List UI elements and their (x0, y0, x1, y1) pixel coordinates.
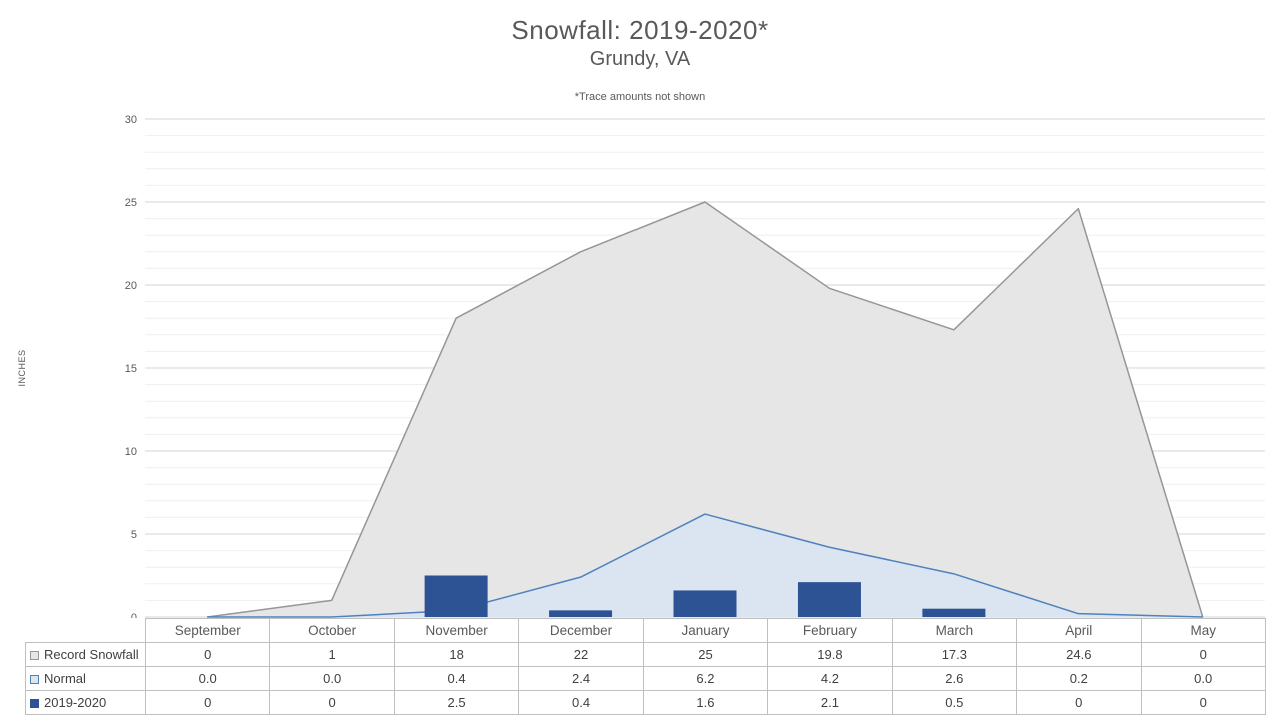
chart-subtitle: Grundy, VA (589, 48, 691, 70)
x-axis-label: September (144, 618, 271, 643)
table-cell: 2.4 (518, 666, 644, 691)
table-cell: 18 (393, 642, 520, 667)
bar-2019-2020 (922, 608, 986, 617)
y-axis-tick-label: 15 (125, 363, 137, 375)
y-axis-title: INCHES (17, 349, 27, 386)
y-axis-tick-label: 5 (131, 529, 137, 541)
y-axis-tick-label: 25 (125, 197, 137, 209)
table-cell: 0.0 (269, 666, 395, 691)
table-cell: 6.2 (642, 666, 769, 691)
table-cell: 22 (518, 642, 644, 667)
table-cell: 0.5 (891, 690, 1018, 715)
table-cell: 2.6 (891, 666, 1018, 691)
table-cell: 0 (144, 642, 271, 667)
chart-title: Snowfall: 2019-2020* (511, 15, 769, 45)
table-cell: 0 (1016, 690, 1142, 715)
legend-item-record-snowfall: Record Snowfall (25, 642, 146, 667)
chart-note: *Trace amounts not shown (574, 91, 706, 103)
series-name: Normal (44, 671, 86, 686)
x-axis-label: May (1140, 618, 1266, 643)
legend-swatch-2019-2020 (30, 699, 39, 708)
table-cell: 1.6 (642, 690, 769, 715)
table-cell: 4.2 (767, 666, 893, 691)
table-cell: 0.0 (1140, 666, 1266, 691)
bar-2019-2020 (549, 610, 613, 617)
bar-2019-2020 (673, 590, 737, 617)
bar-2019-2020 (424, 575, 488, 617)
y-axis-tick-label: 10 (125, 446, 137, 458)
table-cell: 0 (1140, 642, 1266, 667)
y-axis-tick-label: 0 (131, 612, 137, 618)
table-row: Record Snowfall 0 1 18 22 25 19.8 17.3 24.6 0 (25, 642, 1266, 667)
x-axis-label: November (393, 618, 520, 643)
legend-item-normal: Normal (25, 666, 146, 691)
line-normal (207, 513, 1203, 618)
x-axis-label: October (269, 618, 395, 643)
table-cell: 0 (144, 690, 271, 715)
legend-swatch-normal (30, 675, 39, 684)
y-axis-tick-label: 20 (125, 280, 137, 292)
series-name: 2019-2020 (44, 695, 107, 710)
table-cell: 0 (269, 690, 395, 715)
table-cell: 0.4 (393, 666, 520, 691)
table-cell: 0.2 (1016, 666, 1142, 691)
table-cell: 25 (642, 642, 769, 667)
legend-item-2019-2020: 2019-2020 (25, 690, 146, 715)
data-table: September October November December January F… (25, 618, 1266, 715)
table-cell: 0.4 (518, 690, 644, 715)
table-row: 2019-2020 0 0 2.5 0.4 1.6 2.1 0.5 0 0 (25, 690, 1266, 715)
line-record-snowfall (207, 201, 1204, 618)
series-name: Record Snowfall (44, 647, 139, 662)
x-axis-label: February (767, 618, 893, 643)
x-axis-label: December (518, 618, 644, 643)
bar-2019-2020 (797, 582, 861, 617)
area-normal (207, 514, 1203, 617)
x-axis-label-row: September October November December January F… (26, 618, 1266, 643)
table-row: Normal 0.0 0.0 0.4 2.4 6.2 4.2 2.6 0.2 0.0 (25, 666, 1266, 691)
table-cell: 19.8 (767, 642, 893, 667)
legend-swatch-record-snowfall (30, 651, 39, 660)
x-axis-label: April (1016, 618, 1142, 643)
plot-area: 0 5 10 15 20 25 30 INCHES (17, 114, 1265, 618)
title-block: Snowfall: 2019-2020* Grundy, VA *Trace a… (0, 0, 1280, 103)
x-axis-label: January (642, 618, 769, 643)
x-axis-label: March (891, 618, 1018, 643)
table-cell: 2.5 (393, 690, 520, 715)
table-cell: 0.0 (144, 666, 271, 691)
table-cell: 17.3 (891, 642, 1018, 667)
area-record-snowfall (207, 202, 1203, 617)
y-axis-tick-label: 30 (125, 114, 137, 126)
table-cell: 24.6 (1016, 642, 1142, 667)
table-cell: 2.1 (767, 690, 893, 715)
table-corner-blank (26, 619, 146, 643)
table-cell: 0 (1140, 690, 1266, 715)
table-cell: 1 (269, 642, 395, 667)
